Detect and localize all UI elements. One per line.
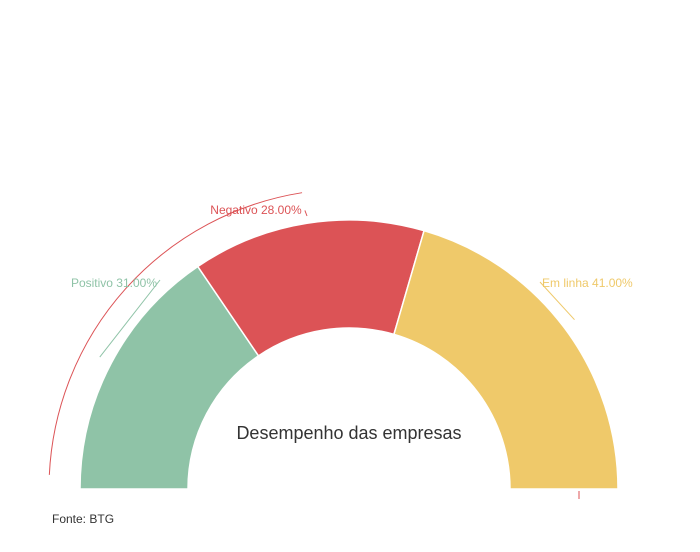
- data-label-positivo: Positivo 31.00%: [71, 276, 157, 290]
- leader-line-negativo: [304, 210, 308, 217]
- chart-data-labels: Positivo 31.00% Negativo 28.00% Em linha 4…: [71, 203, 633, 290]
- chart-slices: [79, 219, 619, 490]
- leader-line-positivo: [99, 279, 161, 358]
- chart-leader-lines: [48, 192, 580, 499]
- negativo-accent-arc: [48, 192, 303, 475]
- slice-positivo: [79, 265, 260, 490]
- data-label-negativo: Negativo 28.00%: [210, 203, 302, 217]
- data-label-em-linha: Em linha 41.00%: [542, 276, 633, 290]
- slice-em-linha: [392, 229, 619, 490]
- leader-line-em-linha: [539, 281, 575, 321]
- chart-center-label: Desempenho das empresas: [236, 423, 461, 443]
- source-note: Fonte: BTG: [52, 512, 115, 526]
